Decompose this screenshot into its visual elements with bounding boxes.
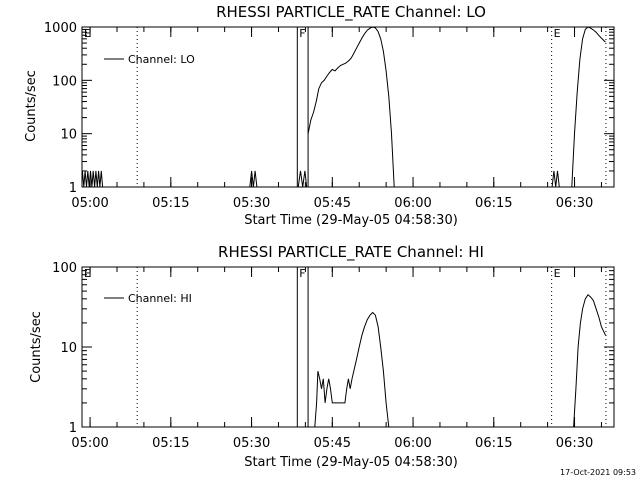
hi-legend-label: Channel: HI <box>128 292 192 305</box>
lo-plot-frame <box>81 26 615 188</box>
hi-x-tick-label: 06:30 <box>556 436 593 451</box>
hi-x-tick-label: 05:30 <box>233 436 270 451</box>
hi-x-tick-label: 06:15 <box>475 436 512 451</box>
hi-series-line <box>573 293 606 428</box>
hi-y-axis-label: Counts/sec <box>29 311 44 383</box>
hi-legend: Channel: HI <box>104 292 192 305</box>
hi-y-tick-label: 1 <box>69 421 77 436</box>
hi-series-line <box>314 311 390 428</box>
lo-x-tick-label: 05:30 <box>233 196 270 211</box>
hi-y-tick-label: 100 <box>52 261 77 276</box>
lo-y-axis-label: Counts/sec <box>24 70 39 142</box>
hi-x-tick-label: 05:15 <box>152 436 189 451</box>
hi-y-tick-label: 10 <box>60 341 77 356</box>
lo-x-tick-label: 06:15 <box>475 196 512 211</box>
hi-plot-frame <box>81 266 615 428</box>
lo-marker-label: E <box>554 27 561 40</box>
lo-x-tick-label: 05:00 <box>71 196 108 211</box>
lo-y-tick-label: 10 <box>60 128 77 143</box>
lo-legend: Channel: LO <box>104 53 195 66</box>
hi-x-tick-label: 05:45 <box>314 436 351 451</box>
lo-y-tick-label: 1000 <box>44 21 77 36</box>
lo-series-line <box>81 170 104 188</box>
lo-x-tick-label: 06:30 <box>556 196 593 211</box>
lo-y-tick-label: 100 <box>52 74 77 89</box>
hi-marker-label: E <box>554 267 561 280</box>
lo-x-axis-label: Start Time (29-May-05 04:58:30) <box>244 213 458 228</box>
lo-x-tick-label: 05:45 <box>314 196 351 211</box>
hi-x-axis-label: Start Time (29-May-05 04:58:30) <box>244 455 458 470</box>
lo-x-tick-label: 06:00 <box>394 196 431 211</box>
lo-legend-label: Channel: LO <box>128 53 195 66</box>
lo-series-line <box>249 170 258 188</box>
hi-x-tick-label: 06:00 <box>394 436 431 451</box>
lo-marker-label: F <box>299 27 305 40</box>
lo-channel-plot: RHESSI PARTICLE_RATE Channel: LO Counts/… <box>24 3 615 228</box>
lo-y-tick-label: 1 <box>69 181 77 196</box>
lo-marker-label: E <box>84 27 91 40</box>
lo-series-line <box>571 26 606 188</box>
lo-series-line <box>307 26 395 188</box>
hi-plot-title: RHESSI PARTICLE_RATE Channel: HI <box>218 243 484 262</box>
lo-x-tick-label: 05:15 <box>152 196 189 211</box>
hi-marker-label: F <box>299 267 305 280</box>
lo-plot-title: RHESSI PARTICLE_RATE Channel: LO <box>216 3 486 22</box>
hi-marker-label: E <box>84 267 91 280</box>
lo-series-line <box>551 170 560 188</box>
hi-channel-plot: RHESSI PARTICLE_RATE Channel: HI Counts/… <box>29 243 615 470</box>
generation-timestamp: 17-Oct-2021 09:53 <box>560 468 636 477</box>
hi-x-tick-label: 05:00 <box>71 436 108 451</box>
lo-series-line <box>297 170 308 188</box>
